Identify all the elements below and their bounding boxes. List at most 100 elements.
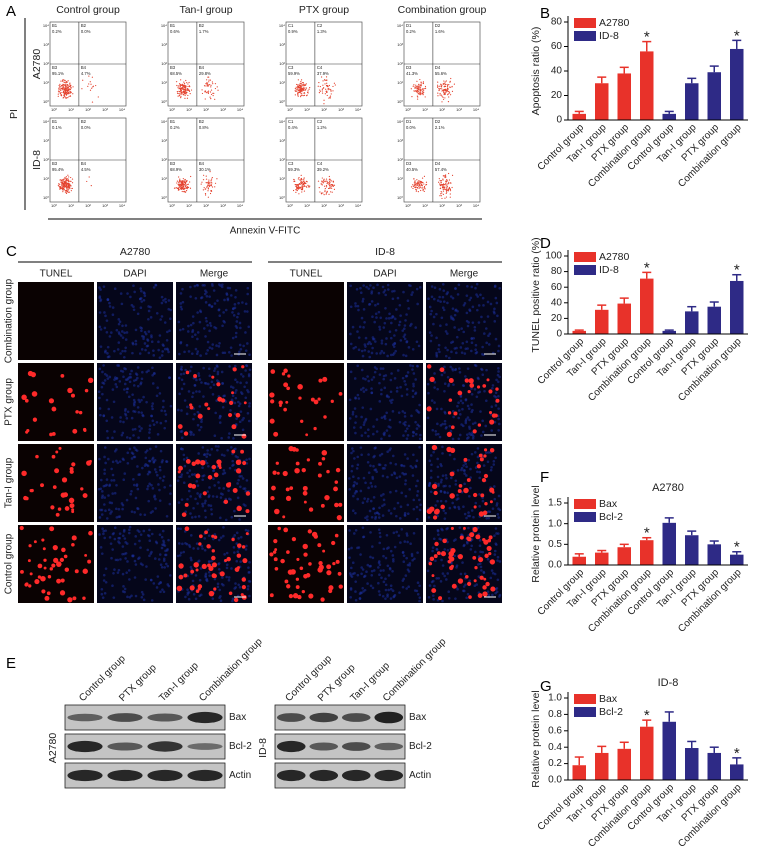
nucleus (351, 575, 354, 578)
nucleus (404, 383, 407, 386)
cell-dot (66, 94, 67, 95)
tunel-spot (482, 585, 486, 589)
y-tick-label: 10⁰ (397, 99, 403, 104)
nucleus (497, 370, 500, 373)
nucleus (474, 388, 477, 391)
nucleus (178, 542, 181, 545)
nucleus (106, 437, 109, 440)
tunel-spot (86, 460, 91, 465)
nucleus (242, 428, 245, 431)
nucleus (466, 340, 469, 343)
nucleus (153, 496, 156, 499)
nucleus (390, 390, 393, 393)
nucleus (408, 488, 411, 491)
nucleus (490, 405, 493, 408)
nucleus (123, 356, 126, 359)
nucleus (479, 544, 482, 547)
nucleus (247, 412, 250, 415)
cell-dot (67, 84, 68, 85)
nucleus (192, 547, 195, 550)
nucleus (433, 537, 436, 540)
nucleus (228, 576, 231, 579)
tunel-spot (69, 498, 75, 504)
nucleus (146, 549, 149, 552)
tunel-spot (237, 553, 241, 557)
cell-dot (72, 178, 73, 179)
quadrant-name: C1 (288, 119, 294, 124)
nucleus (430, 463, 433, 466)
nucleus (470, 286, 473, 289)
nucleus (211, 284, 214, 287)
cell-dot (451, 187, 452, 188)
nucleus (467, 325, 470, 328)
tunel-spot (483, 454, 486, 457)
nucleus (100, 328, 103, 331)
nucleus (362, 326, 365, 329)
nucleus (216, 449, 219, 452)
nucleus (381, 342, 384, 345)
cell-dot (449, 179, 450, 180)
nucleus (408, 284, 411, 287)
nucleus (349, 572, 352, 575)
band-label: Bcl-2 (229, 741, 252, 752)
nucleus (180, 409, 183, 412)
nucleus (218, 589, 221, 592)
tunel-spot (20, 570, 24, 574)
tunel-spot (492, 413, 496, 417)
cell-dot (186, 181, 187, 182)
nucleus (165, 301, 168, 304)
cell-dot (63, 88, 64, 89)
cell-dot (205, 193, 206, 194)
protein-band (309, 770, 338, 781)
nucleus (418, 596, 421, 599)
nucleus (468, 308, 471, 311)
tunel-spot (465, 378, 469, 382)
nucleus (487, 558, 490, 561)
cell-dot (92, 101, 93, 102)
nucleus (109, 335, 112, 338)
nucleus (127, 410, 130, 413)
nucleus (381, 505, 384, 508)
nucleus (497, 556, 500, 559)
cell-dot (439, 94, 440, 95)
nucleus (233, 510, 236, 513)
nucleus (390, 379, 393, 382)
nucleus (419, 509, 422, 512)
nucleus (163, 559, 166, 562)
nucleus (137, 366, 140, 369)
protein-band (107, 713, 142, 722)
bar (640, 51, 654, 120)
cell-dot (445, 92, 446, 93)
nucleus (213, 484, 216, 487)
nucleus (153, 286, 156, 289)
y-tick-label: 10² (397, 61, 403, 66)
nucleus (360, 446, 363, 449)
cell-dot (184, 87, 185, 88)
x-tick-label: 10⁴ (237, 203, 243, 208)
nucleus (121, 350, 124, 353)
nucleus (178, 393, 181, 396)
nucleus (487, 315, 490, 318)
nucleus (406, 437, 409, 440)
cell-dot (187, 86, 188, 87)
tunel-spot (61, 548, 66, 553)
tunel-spot (490, 587, 495, 592)
nucleus (218, 568, 221, 571)
nucleus (98, 533, 101, 536)
micrograph (347, 525, 423, 603)
nucleus (131, 510, 134, 513)
nucleus (401, 395, 404, 398)
nucleus (181, 378, 184, 381)
nucleus (148, 330, 151, 333)
tunel-spot (54, 468, 59, 473)
nucleus (467, 321, 470, 324)
nucleus (444, 420, 447, 423)
tunel-spot (458, 554, 463, 559)
tunel-spot (479, 576, 483, 580)
nucleus (371, 300, 374, 303)
y-tick-label: 100 (545, 251, 562, 262)
nucleus (350, 470, 353, 473)
nucleus (141, 414, 144, 417)
cell-dot (187, 187, 188, 188)
nucleus (392, 589, 395, 592)
